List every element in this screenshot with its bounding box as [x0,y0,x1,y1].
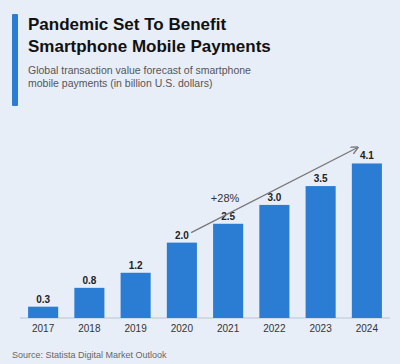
x-tick-label: 2018 [78,323,101,334]
data-label: 1.2 [129,260,143,271]
bar [352,163,382,318]
background [0,0,400,364]
title: Pandemic Set To Benefit [28,15,226,34]
growth-arrow [191,147,358,232]
data-label: 3.5 [314,173,328,184]
x-tick-label: 2022 [263,323,286,334]
chart: Pandemic Set To Benefit Smartphone Mobile… [0,0,400,364]
subtitle: mobile payments (in billion U.S. dollars… [28,77,212,89]
x-tick-label: 2020 [171,323,194,334]
x-tick-label: 2019 [125,323,148,334]
data-label: 0.3 [36,294,50,305]
x-tick-label: 2017 [32,323,55,334]
subtitle: Global transaction value forecast of sma… [28,64,251,76]
bar [28,307,58,318]
x-tick-label: 2021 [217,323,240,334]
annotation: +28% [211,192,240,204]
bar [306,186,336,318]
bars [28,163,382,318]
data-label: 3.0 [267,192,281,203]
bar [121,273,151,318]
x-tick-label: 2023 [310,323,333,334]
title: Smartphone Mobile Payments [28,37,271,56]
bar [213,224,243,318]
title-accent [12,14,18,106]
bar [167,243,197,318]
data-label: 2.0 [175,230,189,241]
data-label: 0.8 [82,275,96,286]
bar [74,288,104,318]
data-label: 4.1 [360,150,374,161]
x-tick-label: 2024 [356,323,379,334]
bar [259,205,289,318]
source: Source: Statista Digital Market Outlook [12,350,167,360]
